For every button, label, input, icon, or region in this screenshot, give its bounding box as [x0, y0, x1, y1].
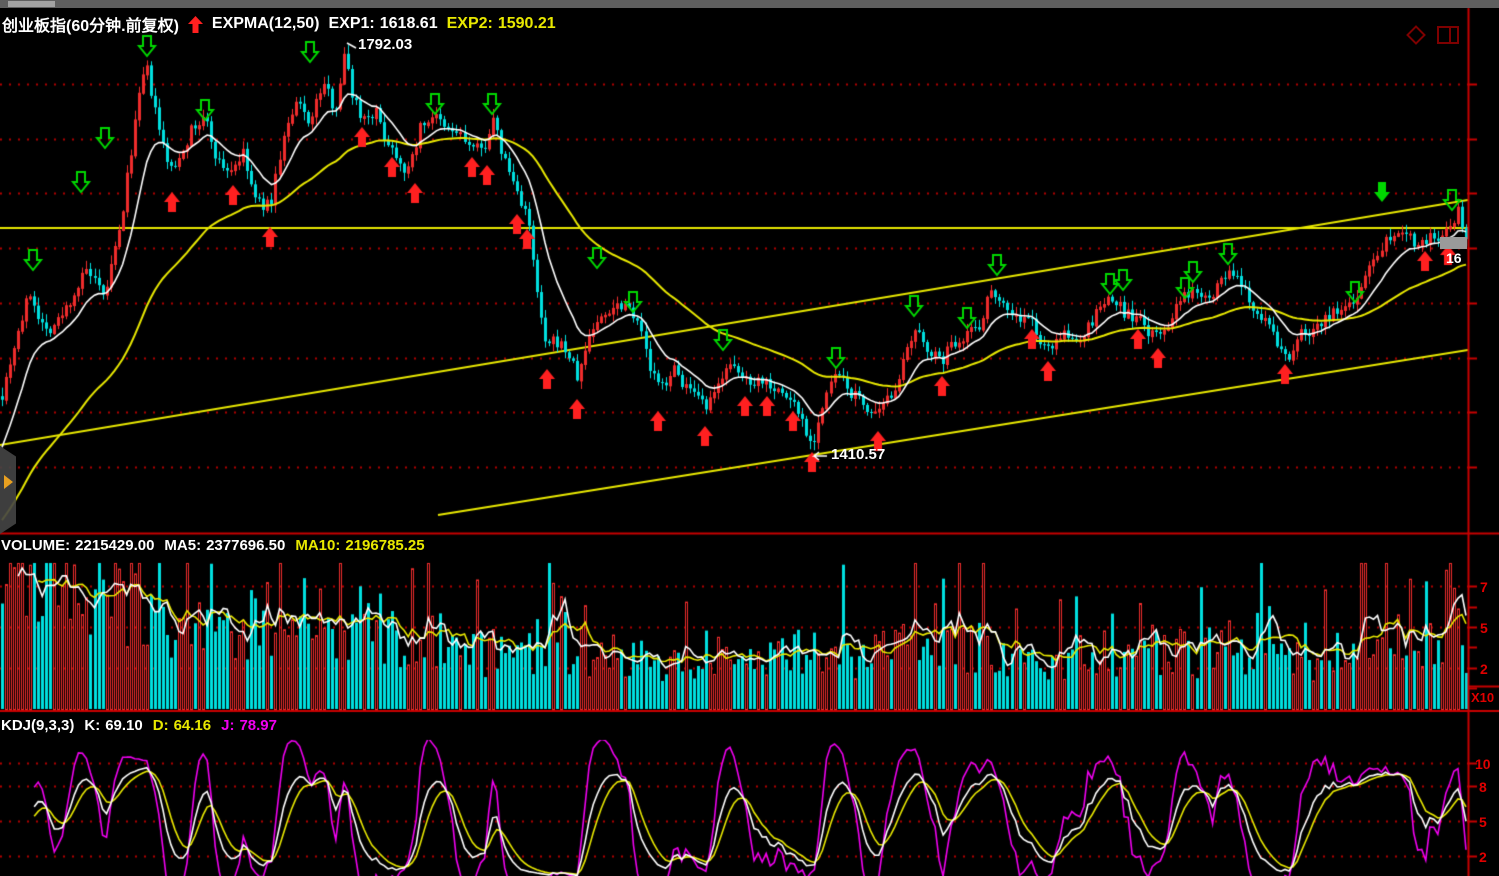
kdj-axis-label: 8 — [1479, 779, 1487, 795]
volume-readout: VOLUME: 2215429.00 — [1, 537, 155, 554]
last-price-label: 16 — [1446, 250, 1462, 266]
kdj-axis-label: 2 — [1479, 849, 1487, 865]
kdj-axis-label: 5 — [1479, 814, 1487, 830]
volume-ma5-readout: MA5: 2377696.50 — [164, 537, 286, 554]
volume-header: VOLUME: 2215429.00 MA5: 2377696.50 MA10: 21… — [1, 537, 425, 554]
kdj-indicator-name[interactable]: KDJ(9,3,3) — [1, 717, 75, 734]
volume-ma10-readout: MA10: 2196785.25 — [295, 537, 425, 554]
exp1-readout: EXP1: 1618.61 — [328, 15, 438, 32]
kdj-j-readout: J: 78.97 — [221, 717, 277, 734]
top-scrollbar-track[interactable] — [0, 0, 1499, 8]
main-chart-header: 创业板指(60分钟.前复权) EXPMA(12,50) EXP1: 1618.61… — [2, 12, 556, 36]
volume-axis-label: 7 — [1480, 579, 1488, 595]
exp2-readout: EXP2: 1590.21 — [446, 15, 556, 32]
low-annotation: 1410.57 — [831, 446, 886, 463]
split-window-divider — [1449, 28, 1451, 42]
high-annotation: 1792.03 — [358, 36, 413, 53]
up-arrow-icon — [187, 15, 203, 33]
kdj-header: KDJ(9,3,3) K: 69.10 D: 64.16 J: 78.97 — [1, 717, 277, 734]
indicator-name[interactable]: EXPMA(12,50) — [211, 15, 320, 32]
volume-axis-label: 2 — [1480, 661, 1488, 677]
left-panel-expander[interactable] — [0, 446, 16, 534]
kdj-d-readout: D: 64.16 — [152, 717, 212, 734]
volume-unit-label: X10 — [1471, 690, 1495, 705]
volume-axis-label: 5 — [1480, 620, 1488, 636]
split-window-icon[interactable] — [1437, 26, 1459, 44]
expand-right-icon[interactable] — [4, 475, 13, 489]
kdj-k-readout: K: 69.10 — [84, 717, 143, 734]
kdj-axis-label: 10 — [1475, 756, 1491, 772]
top-scrollbar-thumb[interactable] — [8, 1, 55, 7]
symbol-title: 创业板指(60分钟.前复权) — [2, 18, 179, 35]
last-price-marker — [1440, 237, 1467, 249]
